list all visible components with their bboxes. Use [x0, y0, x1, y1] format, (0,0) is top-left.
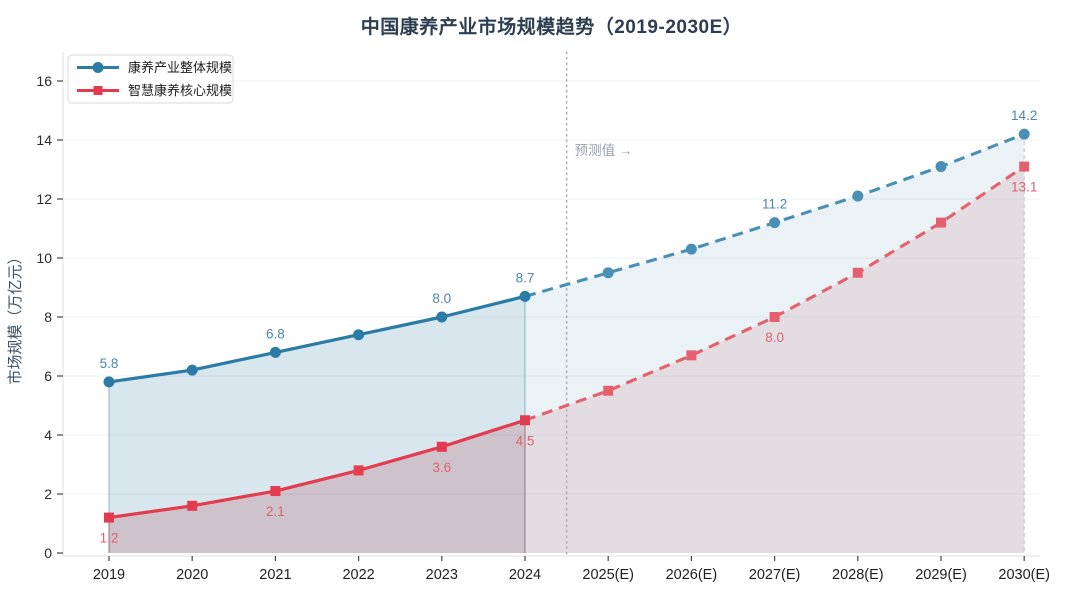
legend-circle-marker-icon: [92, 62, 104, 73]
x-tick-label: 2021: [259, 567, 291, 583]
y-tick-label: 10: [36, 250, 52, 266]
fill-hist-0: [109, 296, 525, 553]
legend-item-label: 康养产业整体规模: [128, 60, 232, 75]
data-point-label: 13.1: [1011, 180, 1037, 195]
data-point-label: 8.0: [765, 330, 784, 345]
y-tick-label: 16: [36, 73, 52, 89]
y-tick-label: 6: [44, 368, 52, 384]
series-1: 1.2 2.1 3.6 4.5 8.0 13.1: [100, 161, 1037, 546]
data-point-label: 11.2: [762, 197, 787, 212]
data-point-marker: [187, 500, 198, 511]
fill-forecast-1: [525, 166, 1025, 554]
series-0: 5.8 6.8 8.0 8.7 11.2 14.2: [100, 108, 1037, 388]
data-point-marker: [103, 376, 115, 388]
data-point-marker: [353, 329, 365, 341]
data-point-marker: [186, 364, 198, 376]
x-tick-label: 2019: [93, 567, 125, 583]
data-point-marker: [936, 217, 946, 228]
data-point-label: 2.1: [266, 504, 285, 519]
data-point-marker: [603, 385, 614, 396]
data-point-label: 8.7: [516, 270, 535, 285]
legend-item-label: 智慧康养核心规模: [128, 83, 232, 98]
data-point-label: 6.8: [266, 326, 285, 341]
data-point-marker: [520, 415, 530, 426]
x-tick-label: 2028(E): [832, 567, 884, 583]
x-tick-label: 2030(E): [998, 567, 1050, 583]
data-point-marker: [519, 290, 531, 302]
fill-forecast-0: [525, 134, 1025, 553]
data-point-marker: [769, 217, 781, 229]
data-point-label: 3.6: [432, 460, 451, 475]
x-tick-label: 2022: [342, 567, 374, 583]
data-point-label: 4.5: [516, 433, 535, 448]
x-tick-label: 2020: [176, 567, 208, 583]
gridlines: [63, 80, 1040, 495]
forecast-divider-label: 预测值 →: [575, 143, 633, 158]
line-hist: [107, 294, 527, 384]
data-point-marker: [353, 465, 364, 476]
x-tick-label: 2025(E): [582, 567, 634, 583]
y-tick-label: 4: [44, 427, 52, 443]
data-point-label: 1.2: [100, 531, 119, 546]
x-tick-label: 2024: [509, 567, 541, 583]
data-point-marker: [769, 312, 780, 322]
data-point-marker: [935, 161, 947, 173]
data-point-marker: [269, 346, 281, 358]
y-tick-label: 0: [44, 545, 52, 561]
legend-item: 智慧康养核心规模: [77, 83, 232, 98]
data-point-marker: [686, 350, 697, 361]
data-point-marker: [852, 190, 864, 202]
data-point-marker: [436, 441, 447, 452]
data-point-marker: [852, 267, 863, 278]
line-hist: [107, 418, 527, 520]
forecast-divider: 预测值 →: [565, 51, 633, 557]
data-point-marker: [104, 512, 114, 523]
data-point-label: 8.0: [432, 291, 451, 306]
data-point-label: 14.2: [1011, 108, 1037, 123]
y-axis-title: 市场规模（万亿元）: [7, 249, 24, 384]
data-point-label: 5.8: [100, 356, 119, 371]
legend-square-marker-icon: [93, 86, 103, 95]
data-point-marker: [436, 311, 448, 323]
data-point-marker: [270, 486, 281, 497]
data-point-marker: [602, 267, 614, 279]
y-tick-label: 12: [36, 191, 52, 207]
data-point-marker: [1018, 128, 1030, 140]
x-tick-label: 2026(E): [666, 567, 718, 583]
axes: 0 2 4 6 8 10 12 14 16 2019 2020 2021 2022 2023 2024 202…: [7, 52, 1050, 583]
x-tick-label: 2029(E): [915, 567, 967, 583]
x-tick-label: 2027(E): [749, 567, 801, 583]
y-tick-label: 8: [44, 309, 52, 325]
data-point-marker: [1019, 161, 1030, 172]
x-tick-label: 2023: [426, 567, 458, 583]
y-tick-label: 14: [36, 132, 52, 148]
legend-item: 康养产业整体规模: [77, 60, 232, 75]
y-tick-label: 2: [44, 486, 52, 502]
data-point-marker: [685, 243, 697, 255]
chart-title: 中国康养产业市场规模趋势（2019-2030E）: [360, 17, 743, 38]
